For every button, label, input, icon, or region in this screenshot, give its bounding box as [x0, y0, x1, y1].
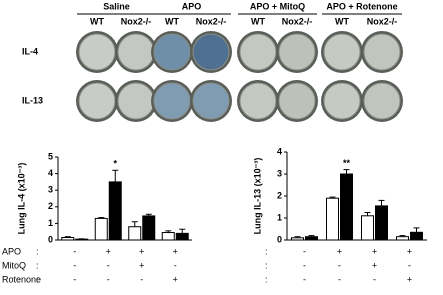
bar [410, 231, 423, 241]
well [153, 82, 191, 120]
condition-mark: - [303, 246, 306, 256]
y-tick-label: 4 [48, 168, 53, 178]
bar [175, 232, 189, 241]
row-label: IL-13 [22, 95, 43, 105]
condition-mark: + [173, 246, 178, 256]
genotype-label: WT [335, 16, 349, 26]
condition-mark: + [372, 260, 377, 270]
condition-separator: : [36, 274, 39, 284]
group-header: Saline [103, 1, 130, 11]
condition-mark: - [303, 274, 306, 284]
y-tick-label: 2 [48, 201, 53, 211]
y-tick-label: 1 [277, 212, 282, 222]
bar [375, 205, 388, 241]
significance: ** [343, 158, 351, 168]
genotype-label: Nox2-/- [282, 16, 313, 26]
row-label: IL-4 [22, 46, 38, 56]
condition-mark: - [338, 260, 341, 270]
condition-mark: - [73, 246, 76, 256]
condition-mark: - [140, 274, 143, 284]
condition-mark: - [373, 274, 376, 284]
condition-mark: - [338, 274, 341, 284]
well [239, 33, 277, 71]
bar [361, 215, 374, 241]
well [78, 33, 116, 71]
y-tick-label: 3 [277, 168, 282, 178]
condition-separator: : [265, 246, 268, 256]
group-header: APO + Rotenone [326, 1, 397, 11]
y-tick-label: 3 [48, 185, 53, 195]
condition-mark: - [107, 274, 110, 284]
condition-mark: + [407, 246, 412, 256]
y-tick-label: 5 [48, 151, 53, 161]
condition-mark: + [337, 246, 342, 256]
condition-mark: + [139, 260, 144, 270]
well [323, 33, 361, 71]
significance: * [113, 159, 117, 169]
y-tick-label: 0 [48, 234, 53, 244]
well [323, 82, 361, 120]
genotype-label: Nox2-/- [196, 16, 227, 26]
well [239, 82, 277, 120]
condition-mark: + [407, 274, 412, 284]
condition-label: Rotenone [2, 274, 41, 284]
well [117, 33, 155, 71]
well [153, 33, 191, 71]
bar [305, 236, 318, 241]
well [117, 82, 155, 120]
condition-separator: : [265, 274, 268, 284]
y-axis-label: Lung IL-4 (x10⁻³) [16, 163, 26, 235]
bar [61, 237, 75, 241]
y-tick-label: 4 [277, 146, 282, 156]
well [363, 33, 401, 71]
group-header: APO [182, 1, 202, 11]
genotype-label: Nox2-/- [121, 16, 152, 26]
bar [94, 217, 108, 241]
y-axis-label: Lung IL-13 (x10⁻³) [252, 158, 262, 235]
condition-separator: : [36, 260, 39, 270]
bar [142, 215, 156, 241]
well [363, 82, 401, 120]
well [192, 33, 230, 71]
condition-mark: - [303, 260, 306, 270]
condition-separator: : [265, 260, 268, 270]
condition-label: MitoQ [2, 260, 26, 270]
condition-mark: - [107, 260, 110, 270]
well [278, 33, 316, 71]
bar [291, 237, 304, 241]
condition-label: APO [2, 246, 21, 256]
genotype-label: WT [90, 16, 104, 26]
condition-mark: - [73, 274, 76, 284]
bar [396, 236, 409, 241]
y-tick-label: 2 [277, 190, 282, 200]
genotype-label: Nox2-/- [367, 16, 398, 26]
condition-mark: + [372, 246, 377, 256]
condition-mark: - [408, 260, 411, 270]
condition-mark: + [139, 246, 144, 256]
well [192, 82, 230, 120]
bar [161, 232, 175, 241]
condition-mark: + [106, 246, 111, 256]
well [278, 82, 316, 120]
condition-mark: - [73, 260, 76, 270]
group-header: APO + MitoQ [250, 1, 305, 11]
genotype-label: WT [251, 16, 265, 26]
genotype-label: WT [165, 16, 179, 26]
condition-mark: + [173, 274, 178, 284]
bar [326, 197, 339, 241]
bar [340, 173, 353, 241]
bar [108, 181, 122, 241]
well [78, 82, 116, 120]
y-tick-label: 1 [48, 218, 53, 228]
bar [128, 226, 142, 241]
condition-mark: - [174, 260, 177, 270]
y-tick-label: 0 [277, 234, 282, 244]
condition-separator: : [36, 246, 39, 256]
